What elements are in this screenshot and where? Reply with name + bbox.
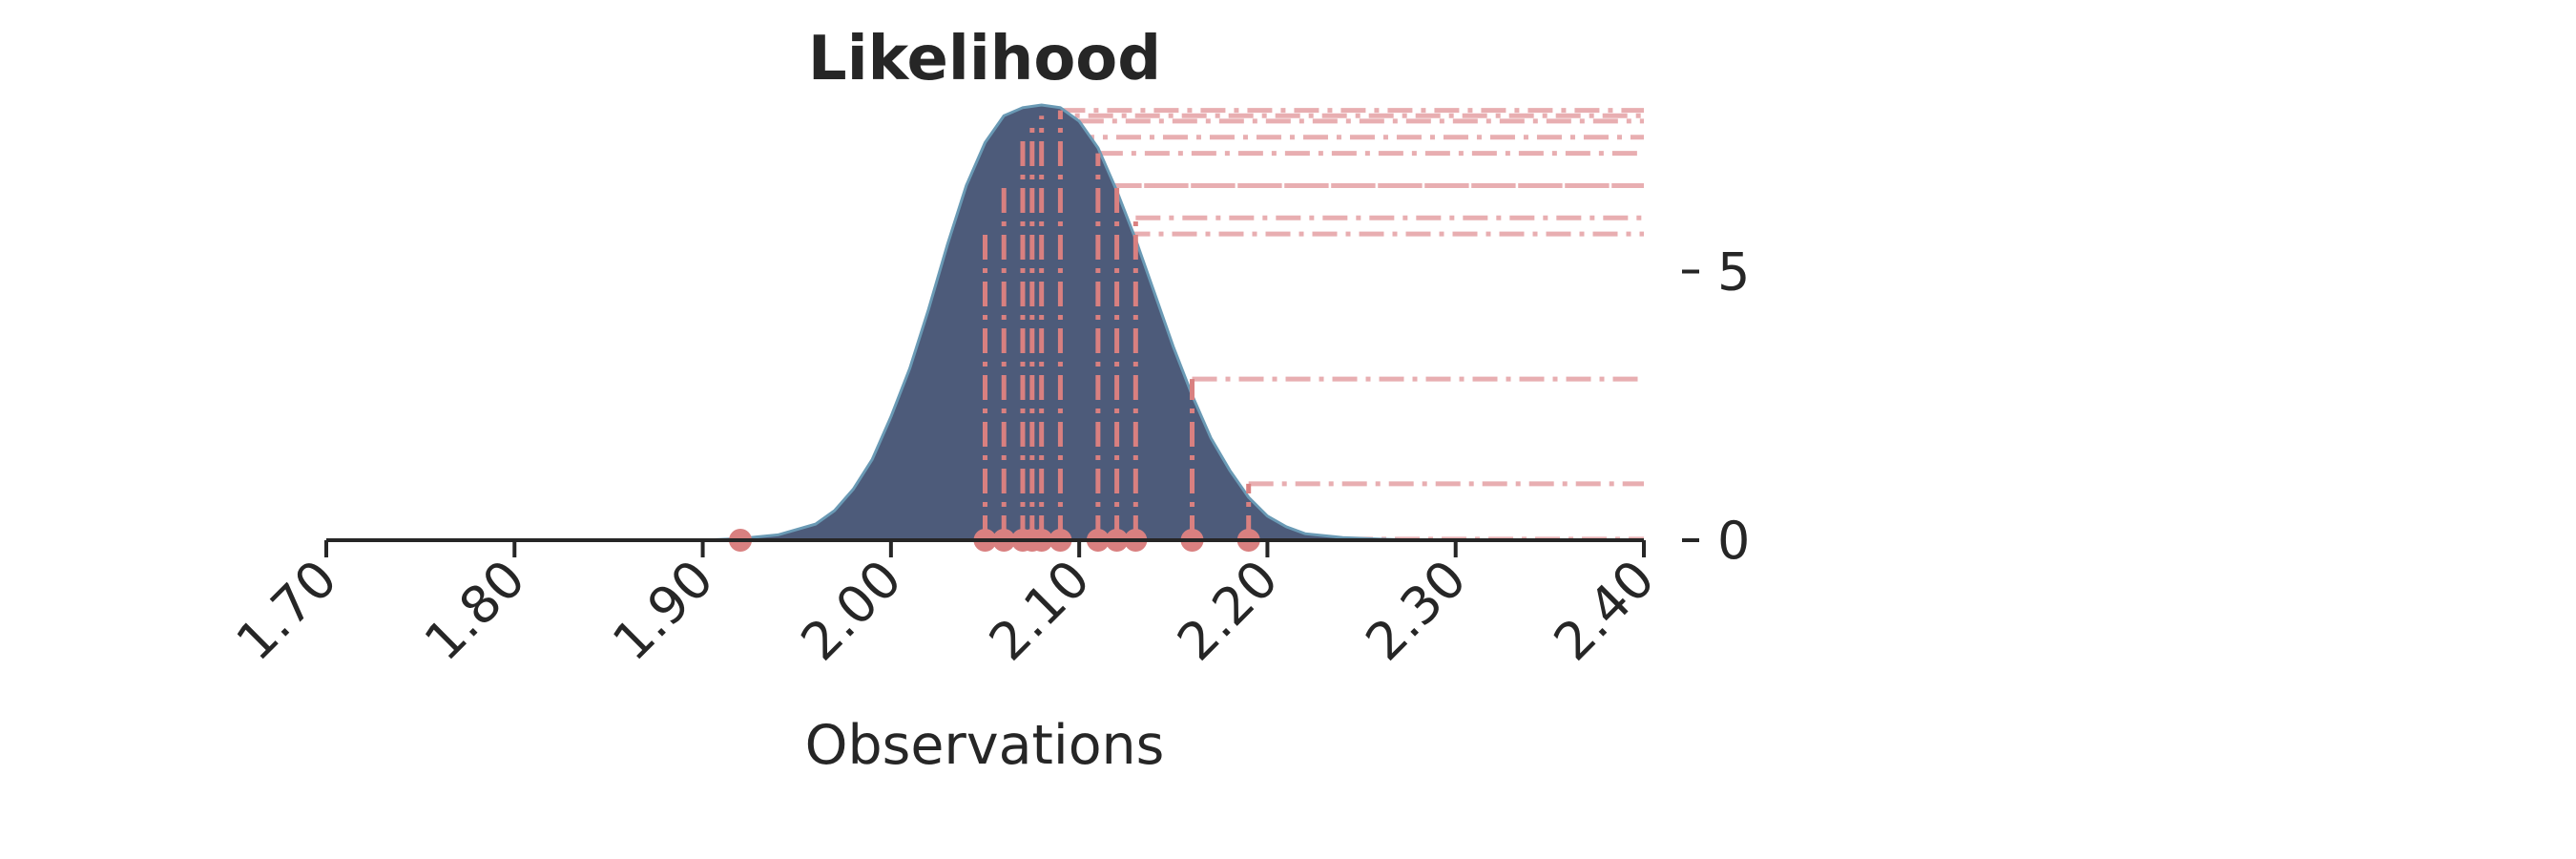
y-tick-label-0: 0 bbox=[1717, 511, 1750, 571]
observation-stems bbox=[737, 110, 1252, 540]
likelihood-area-layer bbox=[702, 103, 1644, 542]
x-tick-label-4: 2.10 bbox=[978, 549, 1102, 673]
y-tick-label-1: 5 bbox=[1717, 242, 1750, 303]
x-tick-label-7: 2.40 bbox=[1543, 549, 1667, 673]
x-tick-label-3: 2.00 bbox=[789, 549, 913, 673]
x-tick-label-0: 1.70 bbox=[225, 549, 349, 673]
x-tick-label-5: 2.20 bbox=[1166, 549, 1290, 673]
x-axis: 1.70 1.80 1.90 2.00 2.10 2.20 2.30 2.40 bbox=[225, 538, 1667, 673]
x-tick-label-2: 1.90 bbox=[601, 549, 725, 673]
likelihood-area bbox=[702, 103, 1644, 542]
x-axis-label: Observations bbox=[805, 714, 1165, 777]
chart-title: Likelihood bbox=[808, 24, 1161, 94]
x-tick-label-1: 1.80 bbox=[413, 549, 537, 673]
y-axis: 05 bbox=[1682, 242, 1750, 571]
x-tick-label-6: 2.30 bbox=[1354, 549, 1478, 673]
